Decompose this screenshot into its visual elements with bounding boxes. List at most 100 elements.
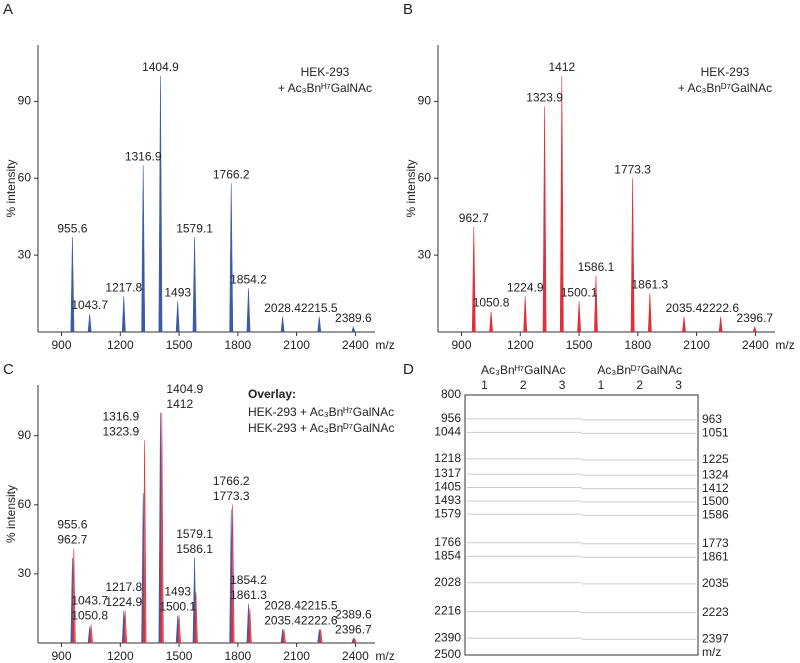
peak (247, 608, 252, 644)
peak-label: 1224.9 (507, 280, 544, 294)
peak (246, 288, 251, 333)
peak-label: 2028.4 (264, 301, 301, 315)
peak (121, 296, 126, 333)
y-axis-label: % intensity (4, 485, 18, 543)
peak-label: 1050.8 (71, 609, 108, 623)
peak-label: 1500.1 (159, 600, 196, 614)
y-axis-label: % intensity (404, 159, 418, 217)
peak-label: 1217.8 (105, 580, 142, 594)
y-tick-label: 90 (18, 428, 32, 442)
peak-label: 2035.4 (264, 613, 301, 627)
right-tick-label: 1861 (702, 549, 729, 563)
peak (594, 275, 598, 333)
peak-label: 1766.2 (213, 168, 250, 182)
panel-letter: A (3, 1, 13, 18)
peak-label: 1773.3 (614, 162, 651, 176)
peak (471, 226, 476, 333)
peak-label: 2222.6 (301, 613, 338, 627)
right-tick-label: 2397 (702, 631, 729, 645)
left-tick-label: 956 (441, 411, 461, 425)
annotation: HEK-293 (301, 65, 350, 79)
peak (282, 629, 286, 644)
peak (542, 106, 547, 333)
y-axis-label: % intensity (4, 159, 18, 217)
peak-label: 1404.9 (142, 60, 179, 74)
peak-label: 1493 (164, 585, 191, 599)
peak (230, 504, 235, 644)
peak (318, 629, 323, 644)
peak-label: 1500.1 (561, 285, 598, 299)
x-axis-label: m/z (775, 338, 794, 352)
peak-label: 1493 (164, 285, 191, 299)
peak-label: 1579.1 (176, 221, 213, 235)
x-axis-label: m/z (375, 649, 394, 663)
x-tick-label: 1500 (166, 649, 193, 663)
right-tick-label: 1225 (702, 452, 729, 466)
x-tick-label: 1800 (624, 338, 651, 352)
x-tick-label: 1800 (224, 338, 251, 352)
left-tick-label: 1766 (434, 535, 461, 549)
peak-label: 1766.2 (213, 474, 250, 488)
right-tick-label: 1773 (702, 536, 729, 550)
right-tick-label: 2223 (702, 605, 729, 619)
left-tick-label: 2500 (434, 647, 461, 661)
lane-label: 3 (559, 378, 566, 392)
y-tick-label: 30 (418, 247, 432, 261)
peak-label: 1043.7 (71, 594, 108, 608)
peak (229, 183, 234, 333)
x-tick-label: 900 (51, 338, 71, 352)
left-tick-label: 1579 (434, 506, 461, 520)
y-tick-label: 60 (418, 170, 432, 184)
peak-label: 1773.3 (213, 489, 250, 503)
peak (280, 316, 285, 333)
annotation: + Ac₃Bnᴴ⁷GalNAc (278, 81, 372, 95)
x-tick-label: 2400 (742, 338, 769, 352)
peak-label: 1043.7 (71, 298, 108, 312)
annotation: + Ac₃Bnᴰ⁷GalNAc (678, 81, 772, 95)
right-tick-label: 1412 (702, 481, 729, 495)
x-tick-label: 1200 (107, 338, 134, 352)
peak (158, 75, 163, 333)
peak (192, 237, 197, 333)
right-tick-label: 2035 (702, 576, 729, 590)
left-tick-label: 1405 (434, 480, 461, 494)
peak (752, 325, 757, 333)
x-tick-label: 1500 (566, 338, 593, 352)
peak-label: 1412 (548, 60, 575, 74)
annotation-title: Overlay: (248, 387, 296, 401)
peak-label: 2035.4 (666, 301, 703, 315)
left-tick-label: 1493 (434, 493, 461, 507)
y-tick-label: 90 (18, 94, 32, 108)
right-tick-label: 1500 (702, 494, 729, 508)
x-tick-label: 2100 (283, 338, 310, 352)
x-tick-label: 900 (451, 338, 471, 352)
gel-box (464, 394, 699, 656)
peak (70, 237, 75, 333)
peak-label: 1861.3 (632, 278, 669, 292)
left-tick-label: 2028 (434, 575, 461, 589)
peak (489, 311, 493, 333)
peak-label: 962.7 (459, 211, 489, 225)
peak (141, 165, 146, 333)
right-tick-label: 963 (702, 412, 722, 426)
x-tick-label: 2100 (683, 338, 710, 352)
x-tick-label: 1200 (507, 338, 534, 352)
peak-label: 955.6 (57, 221, 87, 235)
peak-label: 2389.6 (335, 608, 372, 622)
lane-label: 1 (481, 378, 488, 392)
peak-label: 1217.8 (105, 280, 142, 294)
x-tick-label: 1200 (107, 649, 134, 663)
peak-label: 1586.1 (578, 260, 615, 274)
panel-letter: B (403, 1, 413, 18)
panel-letter: D (403, 361, 414, 378)
peak-label: 955.6 (57, 518, 87, 532)
peak-label: 1316.9 (125, 150, 162, 164)
peak-label: 1050.8 (473, 296, 510, 310)
peak-label: 2215.5 (301, 598, 338, 612)
peak-label: 2028.4 (264, 598, 301, 612)
left-tick-label: 800 (441, 387, 461, 401)
peak (175, 301, 180, 333)
peak (647, 293, 652, 333)
peak (177, 615, 182, 644)
